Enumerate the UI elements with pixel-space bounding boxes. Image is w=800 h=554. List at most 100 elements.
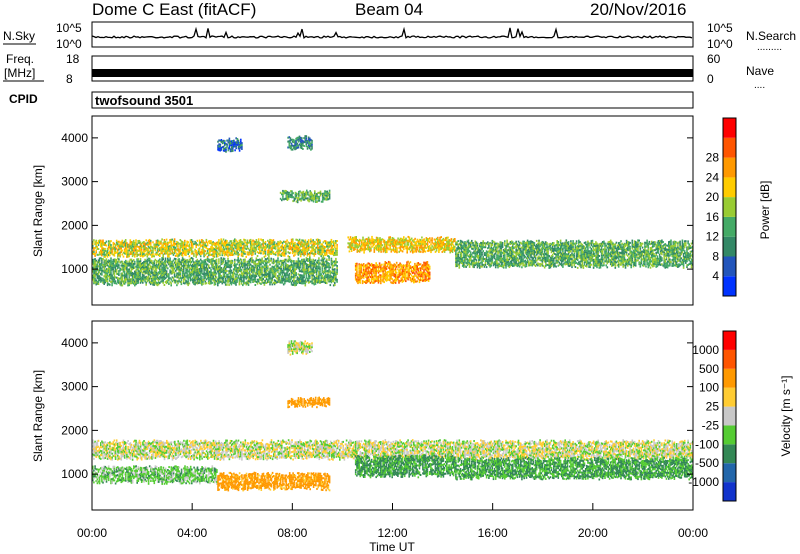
echo-cell <box>472 261 474 264</box>
echo-cell <box>192 252 194 255</box>
echo-cell <box>328 278 330 281</box>
echo-cell <box>168 245 170 248</box>
echo-cell <box>448 239 450 241</box>
echo-cell <box>374 280 376 283</box>
echo-cell <box>459 251 462 254</box>
echo-cell <box>132 251 135 254</box>
echo-cell <box>497 254 499 257</box>
echo-cell <box>334 270 336 273</box>
echo-cell <box>493 257 496 260</box>
echo-cell <box>197 264 200 267</box>
echo-cell <box>261 239 263 242</box>
echo-cell <box>124 277 127 280</box>
echo-cell <box>220 271 222 273</box>
echo-cell <box>130 272 133 275</box>
echo-cell <box>392 280 395 283</box>
echo-cell <box>327 266 329 268</box>
echo-cell <box>281 247 284 250</box>
echo-cell <box>179 252 182 255</box>
echo-cell <box>103 271 105 274</box>
echo-cell <box>176 264 178 267</box>
echo-cell <box>388 240 390 243</box>
echo-cell <box>182 276 185 279</box>
echo-cell <box>318 275 320 278</box>
echo-cell <box>269 242 271 245</box>
echo-cell <box>399 243 402 246</box>
echo-cell <box>391 272 393 275</box>
echo-cell <box>297 240 300 242</box>
echo-cell <box>184 266 186 269</box>
echo-cell <box>197 250 200 253</box>
echo-cell <box>182 266 185 269</box>
echo-cell <box>100 257 102 260</box>
echo-cell <box>415 280 417 283</box>
echo-cell <box>476 246 479 249</box>
echo-cell <box>242 276 244 279</box>
echo-cell <box>426 261 429 263</box>
echo-cell <box>472 242 474 244</box>
echo-cell <box>401 276 404 279</box>
echo-cell <box>226 240 228 242</box>
echo-cell <box>230 248 233 251</box>
echo-cell <box>260 246 262 249</box>
echo-cell <box>269 283 271 286</box>
echo-cell <box>403 248 405 251</box>
echo-cell <box>110 265 112 268</box>
echo-cell <box>326 241 328 244</box>
echo-cell <box>418 248 421 251</box>
echo-cell <box>155 281 158 284</box>
echo-cell <box>97 281 100 283</box>
echo-cell <box>295 262 297 265</box>
echo-cell <box>313 242 316 245</box>
echo-cell <box>356 280 358 283</box>
echo-cell <box>280 255 283 257</box>
echo-cell <box>405 280 407 283</box>
echo-cell <box>185 261 187 264</box>
echo-cell <box>228 260 230 263</box>
echo-cell <box>95 281 97 284</box>
echo-cell <box>323 249 326 252</box>
echo-cell <box>239 274 242 277</box>
echo-cell <box>305 274 308 277</box>
echo-cell <box>195 281 197 284</box>
echo-cell <box>168 283 170 285</box>
echo-cell <box>240 240 243 243</box>
echo-cell <box>147 269 150 272</box>
echo-cell <box>384 261 387 263</box>
echo-cell <box>94 254 96 257</box>
echo-cell <box>310 252 312 255</box>
echo-cell <box>472 255 474 258</box>
echo-cell <box>238 245 241 248</box>
echo-cell <box>212 275 214 278</box>
echo-cell <box>243 280 245 283</box>
echo-cell <box>369 242 371 245</box>
echo-cell <box>124 248 127 251</box>
echo-cell <box>273 279 276 282</box>
echo-cell <box>230 246 233 249</box>
echo-cell <box>408 268 410 271</box>
echo-cell <box>174 269 177 272</box>
echo-cell <box>251 257 253 260</box>
echo-cell <box>307 245 310 248</box>
echo-cell <box>322 257 325 259</box>
echo-cell <box>428 273 431 276</box>
echo-cell <box>211 253 213 256</box>
echo-cell <box>174 281 177 284</box>
echo-cell <box>474 250 477 253</box>
echo-cell <box>187 284 189 287</box>
echo-cell <box>243 246 245 249</box>
echo-cell <box>117 273 119 275</box>
echo-cell <box>301 280 303 283</box>
echo-cell <box>435 247 438 250</box>
echo-cell <box>95 251 97 254</box>
echo-cell <box>447 240 449 243</box>
echo-cell <box>94 269 96 272</box>
echo-cell <box>256 272 259 275</box>
echo-cell <box>207 258 210 261</box>
echo-cell <box>149 253 152 256</box>
echo-cell <box>245 273 247 276</box>
echo-cell <box>113 260 116 263</box>
echo-cell <box>100 249 102 252</box>
echo-cell <box>264 248 267 251</box>
echo-cell <box>381 248 383 251</box>
